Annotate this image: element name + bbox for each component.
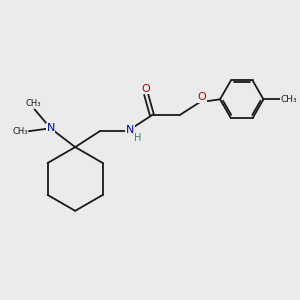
Text: N: N — [126, 125, 134, 135]
Text: H: H — [134, 134, 141, 143]
Text: CH₃: CH₃ — [26, 99, 41, 108]
Text: CH₃: CH₃ — [280, 95, 297, 104]
Text: O: O — [198, 92, 206, 102]
Text: O: O — [142, 84, 151, 94]
Text: CH₃: CH₃ — [12, 127, 28, 136]
Text: N: N — [46, 123, 55, 133]
